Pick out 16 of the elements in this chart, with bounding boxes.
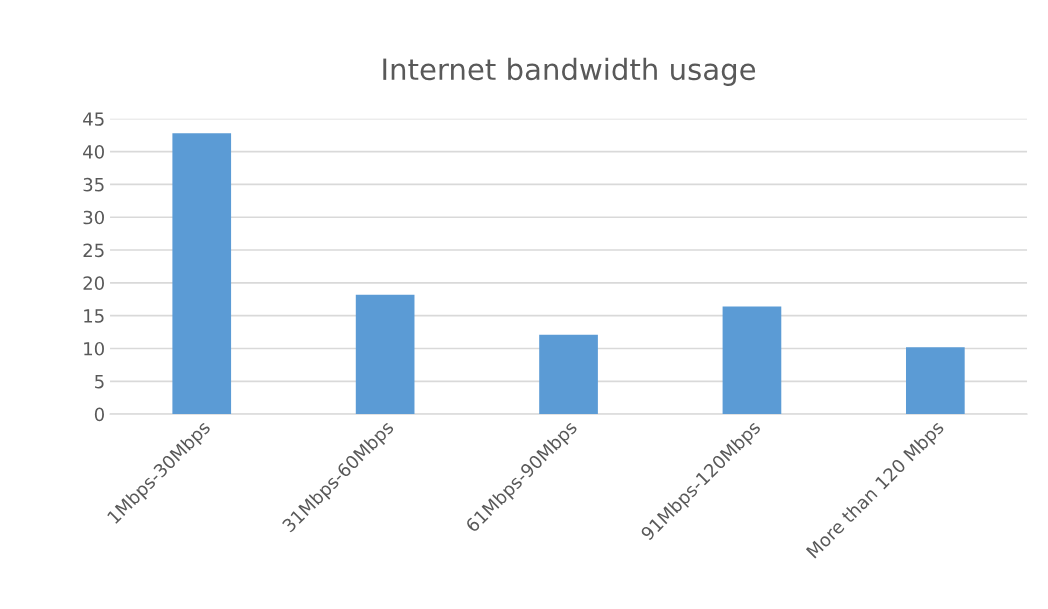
chart-title: Internet bandwidth usage: [383, 57, 756, 86]
bar: [722, 306, 782, 415]
y-tick-label: 25: [83, 243, 104, 258]
y-tick-label: 10: [84, 341, 104, 356]
bar: [539, 334, 598, 415]
bar: [172, 133, 232, 415]
y-tick-label: 15: [84, 309, 104, 323]
y-tick-label: 35: [83, 177, 104, 192]
bar: [355, 294, 415, 415]
y-tick-label: 30: [83, 210, 104, 225]
y-tick-label: 5: [95, 375, 104, 389]
y-tick-label: 45: [83, 112, 104, 126]
bar: [906, 347, 965, 415]
y-tick-label: 0: [94, 407, 104, 422]
y-tick-label: 20: [83, 276, 104, 290]
y-tick-label: 40: [83, 145, 104, 159]
